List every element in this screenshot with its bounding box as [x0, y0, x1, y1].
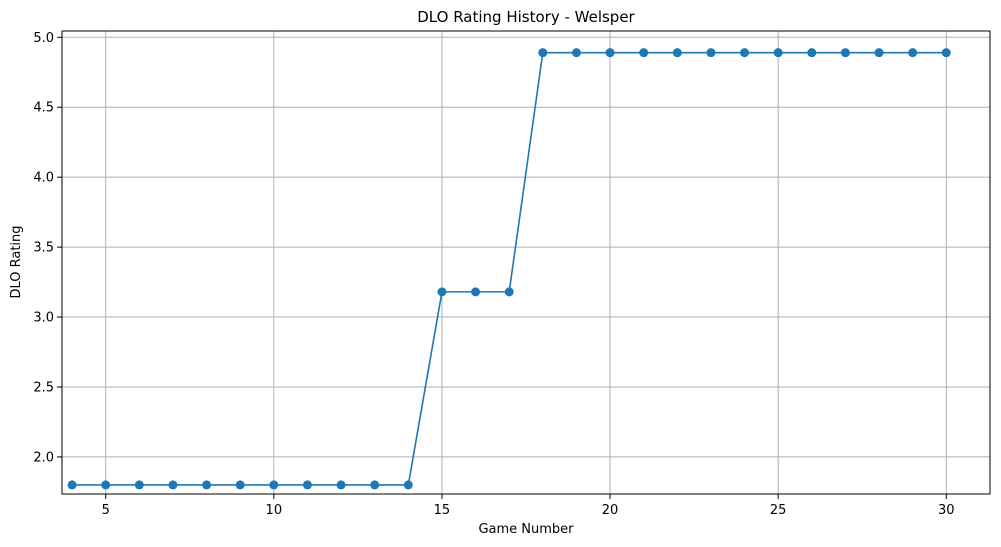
data-point: [101, 480, 111, 490]
y-tick-label: 5.0: [33, 31, 54, 46]
data-point: [269, 480, 279, 490]
data-point: [403, 480, 413, 490]
data-point: [302, 480, 312, 490]
x-tick-label: 20: [602, 503, 619, 518]
data-point: [672, 48, 682, 58]
chart-title: DLO Rating History - Welsper: [417, 8, 635, 26]
data-point: [807, 48, 817, 58]
y-axis-label: DLO Rating: [9, 225, 24, 298]
x-tick-label: 5: [102, 503, 110, 518]
y-tick-label: 4.5: [33, 101, 54, 116]
data-point: [740, 48, 750, 58]
x-tick-label: 25: [770, 503, 787, 518]
data-point: [941, 48, 951, 58]
data-point: [67, 480, 77, 490]
data-point: [235, 480, 245, 490]
plot-frame: [61, 30, 991, 495]
y-tick-label: 4.0: [33, 171, 54, 186]
x-axis-label: Game Number: [478, 522, 574, 537]
y-tick-label: 2.5: [33, 380, 54, 395]
data-point: [605, 48, 615, 58]
x-axis: 5 10 15 20 25 30: [102, 494, 955, 518]
data-point: [504, 287, 514, 297]
data-point: [336, 480, 346, 490]
grid: [62, 31, 990, 494]
data-point: [168, 480, 178, 490]
y-axis: 2.0 2.5 3.0 3.5 4.0 4.5 5.0: [33, 31, 62, 465]
data-point: [908, 48, 918, 58]
data-point: [706, 48, 716, 58]
x-tick-label: 10: [266, 503, 283, 518]
series: [67, 48, 951, 490]
data-point: [370, 480, 380, 490]
data-point: [571, 48, 581, 58]
data-point: [874, 48, 884, 58]
data-point: [773, 48, 783, 58]
data-point: [538, 48, 548, 58]
x-tick-label: 15: [434, 503, 451, 518]
data-point: [639, 48, 649, 58]
data-point: [202, 480, 212, 490]
y-tick-label: 3.0: [33, 311, 54, 326]
y-tick-label: 3.5: [33, 241, 54, 256]
x-tick-label: 30: [938, 503, 955, 518]
data-point: [134, 480, 144, 490]
data-point: [840, 48, 850, 58]
y-tick-label: 2.0: [33, 450, 54, 465]
data-point: [437, 287, 447, 297]
data-point: [471, 287, 481, 297]
series-line: [72, 51, 947, 486]
